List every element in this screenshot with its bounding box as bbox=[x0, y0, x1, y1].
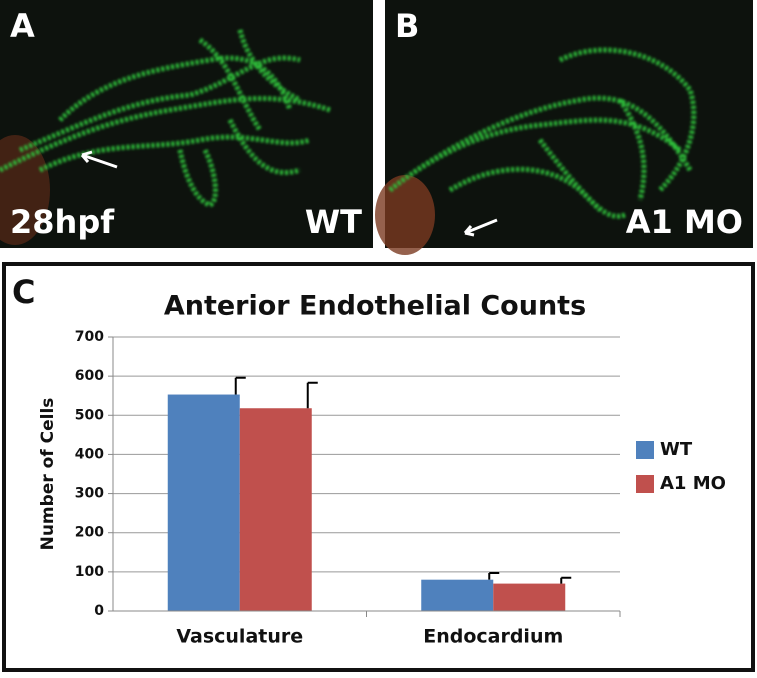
bar bbox=[167, 394, 240, 611]
y-tick-label: 500 bbox=[75, 407, 104, 423]
panel-letter: C bbox=[12, 273, 35, 311]
bar bbox=[421, 579, 494, 611]
y-tick-label: 600 bbox=[75, 368, 104, 384]
bar bbox=[239, 408, 312, 611]
panel-letter: B bbox=[395, 7, 419, 45]
panel-b: B A1 MO bbox=[375, 0, 753, 255]
legend-swatch bbox=[636, 441, 654, 459]
arrow bbox=[463, 218, 498, 237]
legend-swatch bbox=[636, 475, 654, 493]
legend-label: WT bbox=[660, 439, 693, 460]
tissue bbox=[0, 135, 50, 245]
y-tick-label: 200 bbox=[75, 525, 104, 541]
condition-label: WT bbox=[305, 203, 362, 241]
condition-label: A1 MO bbox=[626, 203, 743, 241]
y-tick-label: 100 bbox=[75, 564, 104, 580]
error-bar bbox=[306, 381, 318, 409]
y-tick-label: 400 bbox=[75, 446, 104, 462]
panel-a: A 28hpf WT bbox=[0, 0, 373, 248]
error-bar bbox=[488, 572, 500, 580]
error-bar bbox=[560, 576, 572, 584]
error-bar bbox=[234, 376, 246, 395]
arrow bbox=[80, 150, 118, 169]
bar bbox=[493, 583, 566, 611]
legend-label: A1 MO bbox=[660, 473, 726, 494]
y-tick-label: 300 bbox=[75, 486, 104, 502]
stage-label: 28hpf bbox=[10, 203, 115, 241]
y-axis-label: Number of Cells bbox=[38, 398, 58, 551]
chart-title: Anterior Endothelial Counts bbox=[164, 291, 586, 322]
x-tick-label: Vasculature bbox=[176, 626, 303, 648]
micrograph bbox=[385, 0, 753, 248]
panel-c: C Anterior Endothelial Counts Number of … bbox=[2, 262, 755, 672]
y-tick-label: 0 bbox=[94, 603, 104, 619]
chart-frame bbox=[2, 262, 755, 672]
tissue bbox=[375, 175, 435, 255]
micrograph bbox=[0, 0, 373, 248]
y-tick-label: 700 bbox=[75, 329, 104, 345]
vessels bbox=[388, 47, 697, 219]
panel-letter: A bbox=[10, 7, 35, 45]
x-tick-label: Endocardium bbox=[423, 626, 563, 648]
